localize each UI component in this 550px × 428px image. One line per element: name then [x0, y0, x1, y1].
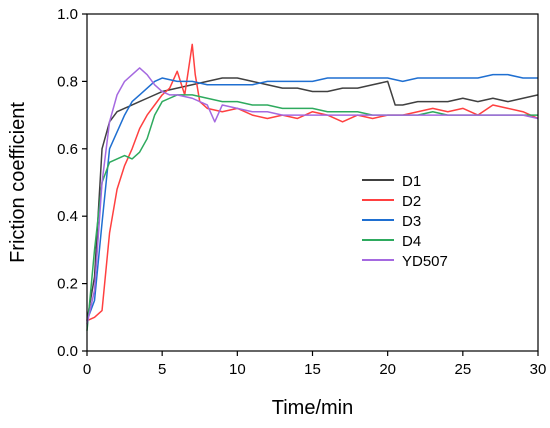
series-layer [86, 43, 539, 331]
y-tick-label: 0.6 [57, 141, 78, 158]
y-tick-label: 0.2 [57, 276, 78, 293]
series-line-d2 [86, 43, 539, 322]
y-tick-label: 0.8 [57, 73, 78, 90]
legend: D1 D2 D3 D4 YD507 [362, 173, 448, 270]
series-line-yd507 [86, 67, 539, 325]
legend-label: YD507 [402, 253, 448, 270]
series-line-d4 [86, 94, 538, 331]
x-axis-title: Time/min [272, 397, 353, 419]
y-tick-label: 0.4 [57, 208, 78, 225]
x-tick-label: 30 [530, 361, 547, 378]
x-axis: 0 5 10 15 20 25 30 [83, 351, 547, 378]
legend-label: D1 [402, 173, 421, 190]
plot-frame [86, 13, 539, 352]
legend-label: D3 [402, 213, 421, 230]
x-tick-label: 20 [379, 361, 396, 378]
x-tick-label: 25 [454, 361, 471, 378]
y-tick-label: 1.0 [57, 6, 78, 23]
x-tick-label: 0 [83, 361, 91, 378]
series-line-d1 [86, 77, 539, 321]
x-tick-label: 15 [304, 361, 321, 378]
y-tick-label: 0.0 [57, 343, 78, 360]
y-axis: 0.0 0.2 0.4 0.6 0.8 1.0 [57, 6, 87, 360]
x-tick-label: 5 [158, 361, 166, 378]
legend-label: D4 [402, 233, 421, 250]
legend-label: D2 [402, 193, 421, 210]
y-axis-title: Friction coefficient [7, 102, 29, 263]
x-tick-label: 10 [229, 361, 246, 378]
series-line-d3 [86, 73, 538, 321]
